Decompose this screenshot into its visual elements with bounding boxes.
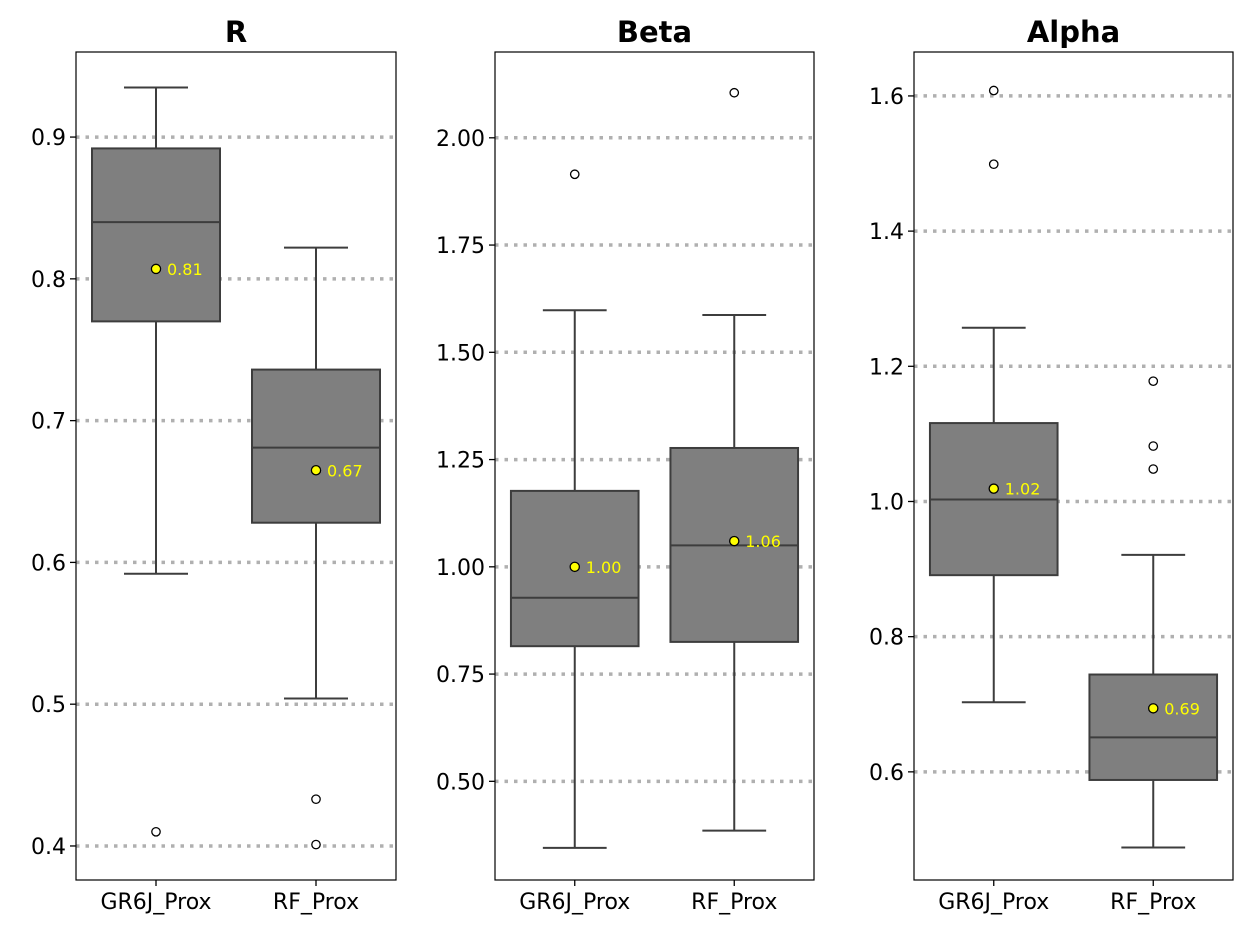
outlier-point — [988, 85, 999, 96]
mean-point — [1148, 703, 1159, 714]
outlier-point — [311, 839, 321, 850]
panel-beta: 1.00 1.06 0.50 0.75 1.00 1.25 1.50 1.75 2.00 GR6J… — [436, 15, 815, 915]
y-tick-label: 1.50 — [436, 341, 485, 366]
panel-r: 0.81 0.67 0.4 0.5 0.6 0.7 0.8 0.9 GR6J_Prox RF_Pr… — [31, 15, 397, 915]
box-iqr — [91, 147, 221, 323]
y-tick-label: 0.6 — [869, 761, 904, 786]
mean-point — [150, 263, 162, 275]
y-tick-label: 0.6 — [31, 551, 66, 576]
panel-title: R — [225, 15, 247, 49]
mean-point — [729, 535, 740, 547]
mean-point — [988, 483, 1000, 494]
mean-label: 0.81 — [167, 260, 203, 279]
y-tick-label: 0.5 — [31, 693, 66, 718]
y-tick-label: 1.75 — [436, 234, 485, 259]
y-tick-label: 1.0 — [869, 490, 904, 515]
y-tick-label: 1.4 — [869, 220, 904, 245]
y-tick-label: 0.8 — [31, 268, 66, 293]
panel-alpha: 1.02 0.69 0.6 0.8 1.0 1.2 1.4 1.6 GR6J_Prox RF_Pr… — [869, 15, 1234, 915]
x-tick-label: GR6J_Prox — [519, 890, 630, 915]
mean-label: 0.69 — [1164, 699, 1200, 718]
box-group-rf_prox: 1.06 — [669, 87, 800, 832]
box-group-rf_prox: 0.67 — [251, 246, 381, 850]
x-tick-label: RF_Prox — [1110, 890, 1196, 915]
box-iqr — [1088, 673, 1219, 781]
y-tick-label: 0.7 — [31, 410, 66, 435]
outlier-point — [729, 87, 740, 98]
outlier-point — [569, 169, 580, 180]
y-tick-label: 1.2 — [869, 355, 904, 380]
outlier-point — [151, 826, 161, 837]
x-tick-label: RF_Prox — [691, 890, 777, 915]
y-tick-label: 2.00 — [436, 127, 485, 152]
y-tick-label: 1.25 — [436, 449, 485, 474]
y-tick-label: 0.9 — [31, 126, 66, 151]
box-group-gr6j_prox: 1.00 — [509, 169, 640, 849]
y-tick-label: 0.75 — [436, 663, 485, 688]
panel-title: Alpha — [1027, 15, 1120, 49]
mean-label: 1.06 — [745, 532, 781, 551]
outlier-point — [311, 794, 321, 805]
y-tick-label: 0.50 — [436, 770, 485, 795]
box-iqr — [251, 368, 381, 524]
x-tick-label: GR6J_Prox — [938, 890, 1049, 915]
plot-frame — [913, 51, 1234, 881]
box-group-gr6j_prox: 0.81 — [91, 86, 221, 837]
mean-point — [569, 561, 581, 573]
outlier-point — [1148, 464, 1159, 474]
mean-label: 0.67 — [327, 461, 363, 480]
outlier-point — [1148, 376, 1159, 387]
plot-frame — [494, 51, 815, 881]
mean-point — [310, 465, 322, 476]
outlier-point — [1148, 441, 1159, 451]
y-tick-label: 1.00 — [436, 556, 485, 581]
y-tick-label: 0.8 — [869, 626, 904, 651]
mean-label: 1.02 — [1005, 480, 1041, 499]
box-group-gr6j_prox: 1.02 — [928, 85, 1059, 704]
y-tick-label: 1.6 — [869, 85, 904, 110]
mean-label: 1.00 — [586, 558, 622, 577]
x-tick-label: GR6J_Prox — [100, 890, 211, 915]
box-group-rf_prox: 0.69 — [1088, 376, 1219, 849]
outlier-point — [988, 159, 999, 170]
x-tick-label: RF_Prox — [273, 890, 359, 915]
panel-title: Beta — [617, 15, 692, 49]
y-tick-label: 0.4 — [31, 835, 66, 860]
plot-frame — [75, 51, 397, 881]
